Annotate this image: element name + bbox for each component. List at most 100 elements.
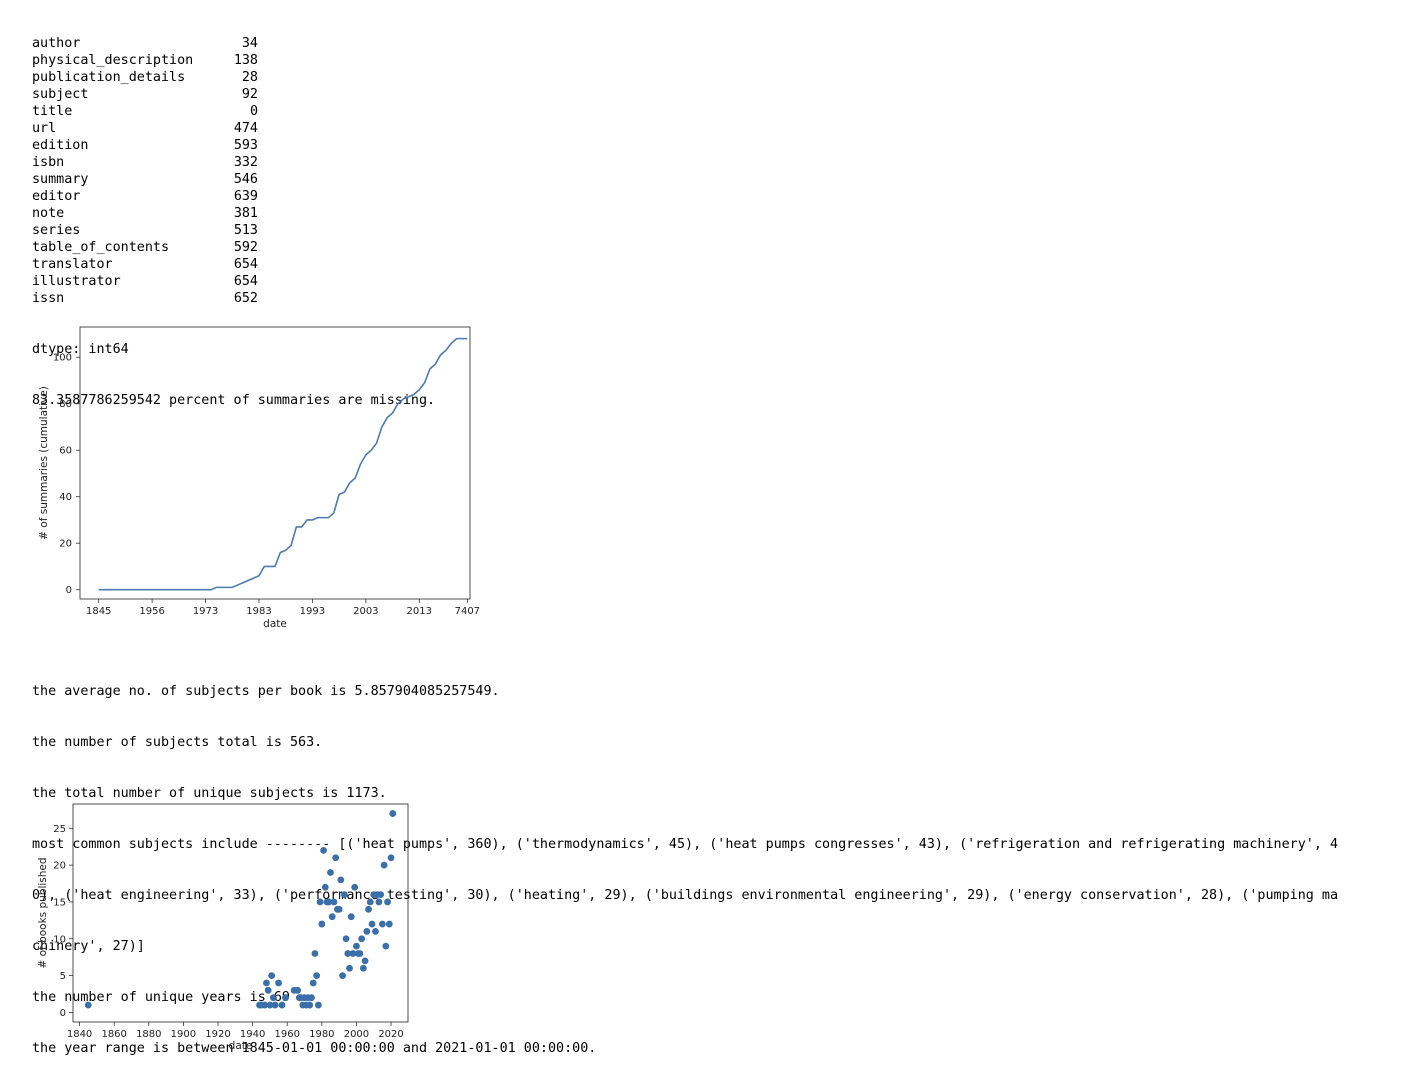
x-tick-label: 1956 [139,606,164,617]
y-axis-label: # of summaries (cumulative) [38,386,50,540]
x-tick-label: 1900 [171,1029,196,1040]
data-point [351,883,359,891]
y-tick-label: 40 [59,492,72,503]
table-row: title 0 [32,103,435,120]
x-tick-label: 7407 [455,606,480,617]
column-name: title [32,104,73,119]
data-point [294,986,302,994]
stats-line-year-range: the year range is between 1845-01-01 00:… [32,1041,597,1056]
data-point [358,935,366,943]
column-name: illustrator [32,274,121,289]
table-row: url 474 [32,120,435,137]
data-point [342,935,350,943]
missing-counts-output: author 34 physical_description 138 publicati… [32,1,435,426]
data-point [344,950,352,957]
data-point [268,972,276,980]
data-point [363,928,371,935]
column-name: author [32,36,81,51]
x-tick-label: 1880 [136,1029,161,1040]
data-point [328,913,336,921]
data-point [314,1001,322,1009]
table-row: isbn 332 [32,154,435,171]
data-point [356,950,364,957]
data-point [368,920,376,928]
column-name: publication_details [32,70,186,85]
y-tick-label: 0 [66,585,72,596]
x-tick-label: 1993 [300,606,325,617]
data-point [318,920,326,928]
data-point [278,1001,286,1009]
x-tick-label: 1860 [101,1029,126,1040]
data-point [387,854,395,862]
y-tick-label: 20 [53,861,66,872]
data-point [372,928,379,935]
stats-line-common-subjects-2: 0), ('heat engineering', 33), ('performa… [32,888,1339,903]
missing-count: 92 [241,87,258,102]
table-row: author 34 [32,35,435,52]
y-tick-label: 25 [53,824,66,835]
data-point [380,861,388,869]
data-point [349,950,357,957]
data-point [309,979,317,987]
column-name: editor [32,189,81,204]
plot-frame [79,326,471,600]
data-point [384,898,391,906]
missing-count: 138 [233,53,258,68]
missing-count: 474 [233,121,258,136]
x-axis-label: date [263,618,287,630]
y-tick-label: 20 [59,539,72,550]
column-name: issn [32,291,65,306]
books-published-scatter-chart: 0 5 10 15 20 25 1840 1860 1880 1900 1920 1940 1960 19… [37,803,409,1052]
data-point [337,876,345,884]
y-tick-label: 5 [60,971,66,982]
y-tick-label: 100 [53,353,72,364]
missing-count: 546 [233,172,258,187]
data-point [306,1001,314,1009]
stats-line-total-subjects: the number of subjects total is 563. [32,735,323,750]
x-tick-label: 1983 [246,606,271,617]
data-point [316,898,324,906]
column-name: table_of_contents [32,240,170,255]
column-name: isbn [32,155,65,170]
subject-stats-output: the average no. of subjects per book is … [32,649,1338,1074]
missing-count: 592 [233,240,258,255]
data-point [320,846,327,854]
x-tick-label: 2003 [353,606,378,617]
data-point [308,994,315,1002]
data-point [377,891,385,898]
table-row: illustrator 654 [32,273,435,290]
missing-count: 34 [241,36,258,51]
data-point [375,898,383,906]
summaries-line [98,337,468,591]
x-tick-label: 2020 [378,1029,403,1040]
missing-counts-table: author 34 physical_description 138 publicati… [32,35,435,307]
column-name: physical_description [32,53,194,68]
x-tick-label: 1973 [193,606,218,617]
x-tick-label: 1980 [309,1029,334,1040]
data-point [311,950,319,957]
data-point [385,920,393,928]
missing-count: 652 [233,291,258,306]
missing-count: 639 [233,189,258,204]
stats-line-common-subjects-1: most common subjects include -------- [(… [32,837,1339,852]
missing-count: 593 [233,138,258,153]
table-row: table_of_contents 592 [32,239,435,256]
data-point [321,883,329,891]
table-row: editor 639 [32,188,435,205]
x-tick-label: 2013 [407,606,432,617]
data-point [378,920,386,928]
data-point [335,905,343,913]
missing-count: 654 [233,274,258,289]
table-row: publication_details 28 [32,69,435,86]
data-point [275,979,282,987]
data-point [353,942,360,950]
y-tick-label: 0 [60,1008,66,1019]
y-tick-label: 15 [53,897,66,908]
dtype-line: dtype: int64 [32,342,129,357]
stats-line-common-subjects-3: chinery', 27)] [32,939,145,954]
x-axis-label: date [229,1040,253,1052]
missing-count: 381 [233,206,258,221]
plot-frame [72,803,409,1023]
data-point [332,854,340,862]
table-row: series 513 [32,222,435,239]
